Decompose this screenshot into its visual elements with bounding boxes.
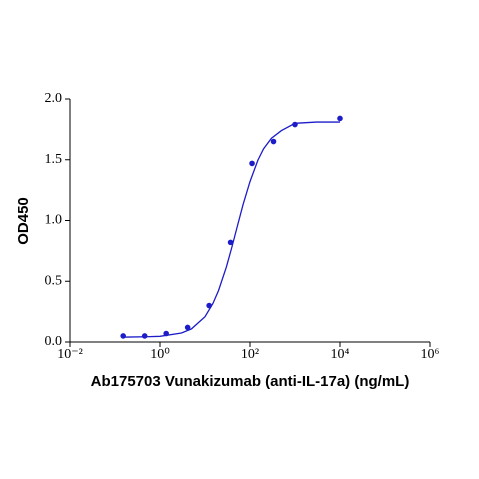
data-point bbox=[184, 324, 191, 331]
data-point bbox=[120, 333, 126, 339]
data-point bbox=[141, 333, 148, 339]
data-point bbox=[227, 239, 234, 246]
x-tick-label: 10⁰ bbox=[150, 347, 170, 362]
y-axis-label: OD450 bbox=[15, 197, 32, 245]
y-tick-label: 1.0 bbox=[45, 213, 63, 228]
y-tick-label: 2.0 bbox=[45, 91, 63, 106]
x-tick-label: 10² bbox=[241, 347, 259, 362]
y-tick-label: 1.5 bbox=[45, 152, 63, 167]
data-point bbox=[270, 138, 277, 145]
data-point bbox=[249, 160, 255, 167]
x-axis-label: Ab175703 Vunakizumab (anti-IL-17a) (ng/m… bbox=[91, 373, 410, 390]
data-point bbox=[206, 302, 212, 309]
y-tick-label: 0.0 bbox=[45, 334, 63, 349]
x-tick-label: 10⁴ bbox=[331, 347, 350, 362]
data-point bbox=[292, 121, 298, 128]
data-point bbox=[163, 330, 169, 337]
y-tick-label: 0.5 bbox=[45, 273, 63, 288]
x-tick-label: 10⁻² bbox=[57, 347, 83, 362]
x-tick-label: 10⁶ bbox=[421, 347, 440, 362]
data-point bbox=[337, 115, 343, 122]
fit-curve bbox=[122, 121, 340, 338]
